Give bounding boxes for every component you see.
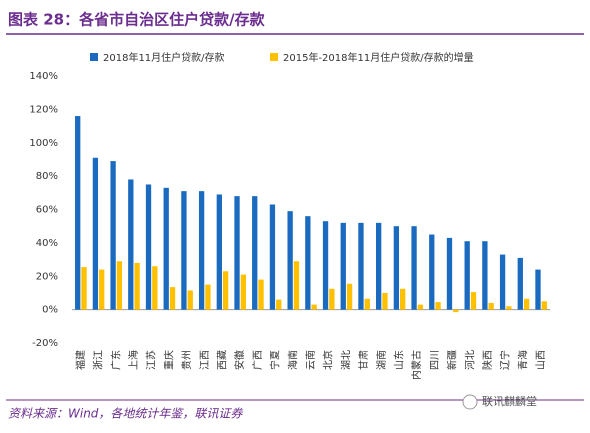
y-tick-label: 40% (36, 238, 58, 249)
bar (276, 299, 282, 310)
bar (145, 184, 152, 310)
x-tick-label: 新疆 (446, 350, 459, 370)
bar (329, 288, 335, 310)
source-note: 资料来源：Wind，各地统计年鉴，联讯证券 (8, 407, 243, 421)
x-tick-label: 河北 (464, 350, 476, 370)
bar (240, 274, 246, 310)
bar (488, 302, 494, 310)
watermark-icon (462, 394, 478, 410)
x-tick-label: 湖南 (375, 350, 388, 370)
x-tick-label: 重庆 (162, 350, 175, 370)
x-tick-label: 上海 (127, 350, 140, 370)
bar (110, 161, 116, 310)
x-tick-label: 四川 (430, 350, 441, 370)
bar (393, 226, 400, 310)
x-tick-label: 北京 (322, 350, 335, 370)
x-tick-label: 山西 (535, 350, 547, 370)
x-tick-label: 宁夏 (269, 350, 282, 370)
bar (499, 254, 506, 310)
bar (523, 298, 530, 310)
bar (293, 261, 300, 310)
x-tick-label: 陕西 (481, 350, 494, 370)
x-tick-label: 安徽 (233, 350, 246, 370)
bar (464, 241, 470, 310)
bar (411, 226, 417, 310)
bar (75, 116, 81, 310)
bar (482, 241, 488, 310)
watermark: 联讯麒麟堂 (482, 394, 537, 408)
bar (198, 191, 205, 310)
bar (382, 292, 388, 310)
bar (252, 196, 258, 310)
y-tick-label: 60% (36, 205, 58, 216)
y-tick-label: 100% (29, 138, 58, 149)
bar (535, 269, 541, 310)
bar (181, 191, 187, 310)
bar (429, 234, 435, 310)
y-tick-label: 20% (36, 271, 58, 282)
y-tick-label: 80% (36, 171, 58, 182)
bar (258, 279, 264, 310)
bar (92, 157, 99, 310)
y-tick-label: 0% (42, 305, 58, 316)
bar (311, 304, 317, 310)
legend-label: 2015年-2018年11月住户贷款/存款的增量 (283, 51, 474, 64)
x-tick-label: 广西 (252, 350, 264, 370)
bar (205, 284, 211, 310)
bar (346, 283, 353, 310)
legend-label: 2018年11月住户贷款/存款 (103, 51, 225, 64)
x-tick-label: 福建 (74, 350, 87, 370)
x-tick-label: 云南 (304, 350, 317, 370)
bar (470, 292, 477, 310)
bar (99, 269, 105, 310)
bar (446, 237, 453, 310)
bar (234, 196, 240, 310)
bar (128, 179, 134, 310)
x-tick-label: 浙江 (93, 350, 105, 370)
bar (453, 309, 459, 313)
bar (269, 204, 276, 310)
bar (322, 221, 329, 310)
bar (400, 288, 406, 310)
bar (517, 257, 523, 310)
x-tick-label: 海南 (286, 350, 299, 370)
bar (287, 211, 293, 310)
x-tick-label: 青海 (516, 350, 529, 370)
bar (81, 267, 87, 310)
bar (340, 222, 346, 310)
bar (222, 271, 229, 310)
x-tick-label: 辽宁 (499, 350, 512, 370)
bar (187, 290, 193, 310)
x-tick-label: 西藏 (216, 350, 228, 370)
x-tick-label: 广东 (109, 350, 122, 370)
bar (506, 306, 512, 310)
x-tick-label: 贵州 (180, 350, 193, 370)
y-tick-label: 140% (29, 71, 58, 82)
bar (541, 301, 547, 310)
bar (134, 262, 140, 310)
bar (435, 302, 441, 310)
bar (376, 222, 382, 310)
bar (417, 304, 424, 310)
bar (305, 216, 311, 310)
legend-swatch (270, 53, 278, 61)
bar (358, 222, 364, 310)
legend-swatch (90, 53, 98, 61)
y-tick-label: 120% (29, 104, 58, 115)
y-tick-label: -20% (32, 338, 58, 349)
bar (152, 266, 158, 310)
x-tick-label: 内蒙古 (410, 350, 423, 380)
bar (163, 187, 169, 310)
bar (116, 261, 123, 310)
x-tick-label: 湖北 (340, 350, 352, 370)
x-tick-label: 甘肃 (357, 350, 370, 370)
x-tick-label: 山东 (393, 350, 406, 370)
x-tick-label: 江西 (199, 350, 211, 370)
x-tick-label: 江苏 (145, 350, 158, 370)
bar (169, 287, 176, 310)
bar (216, 194, 222, 310)
chart-title: 图表 28：各省市自治区住户贷款/存款 (8, 11, 266, 29)
bar (364, 298, 370, 310)
